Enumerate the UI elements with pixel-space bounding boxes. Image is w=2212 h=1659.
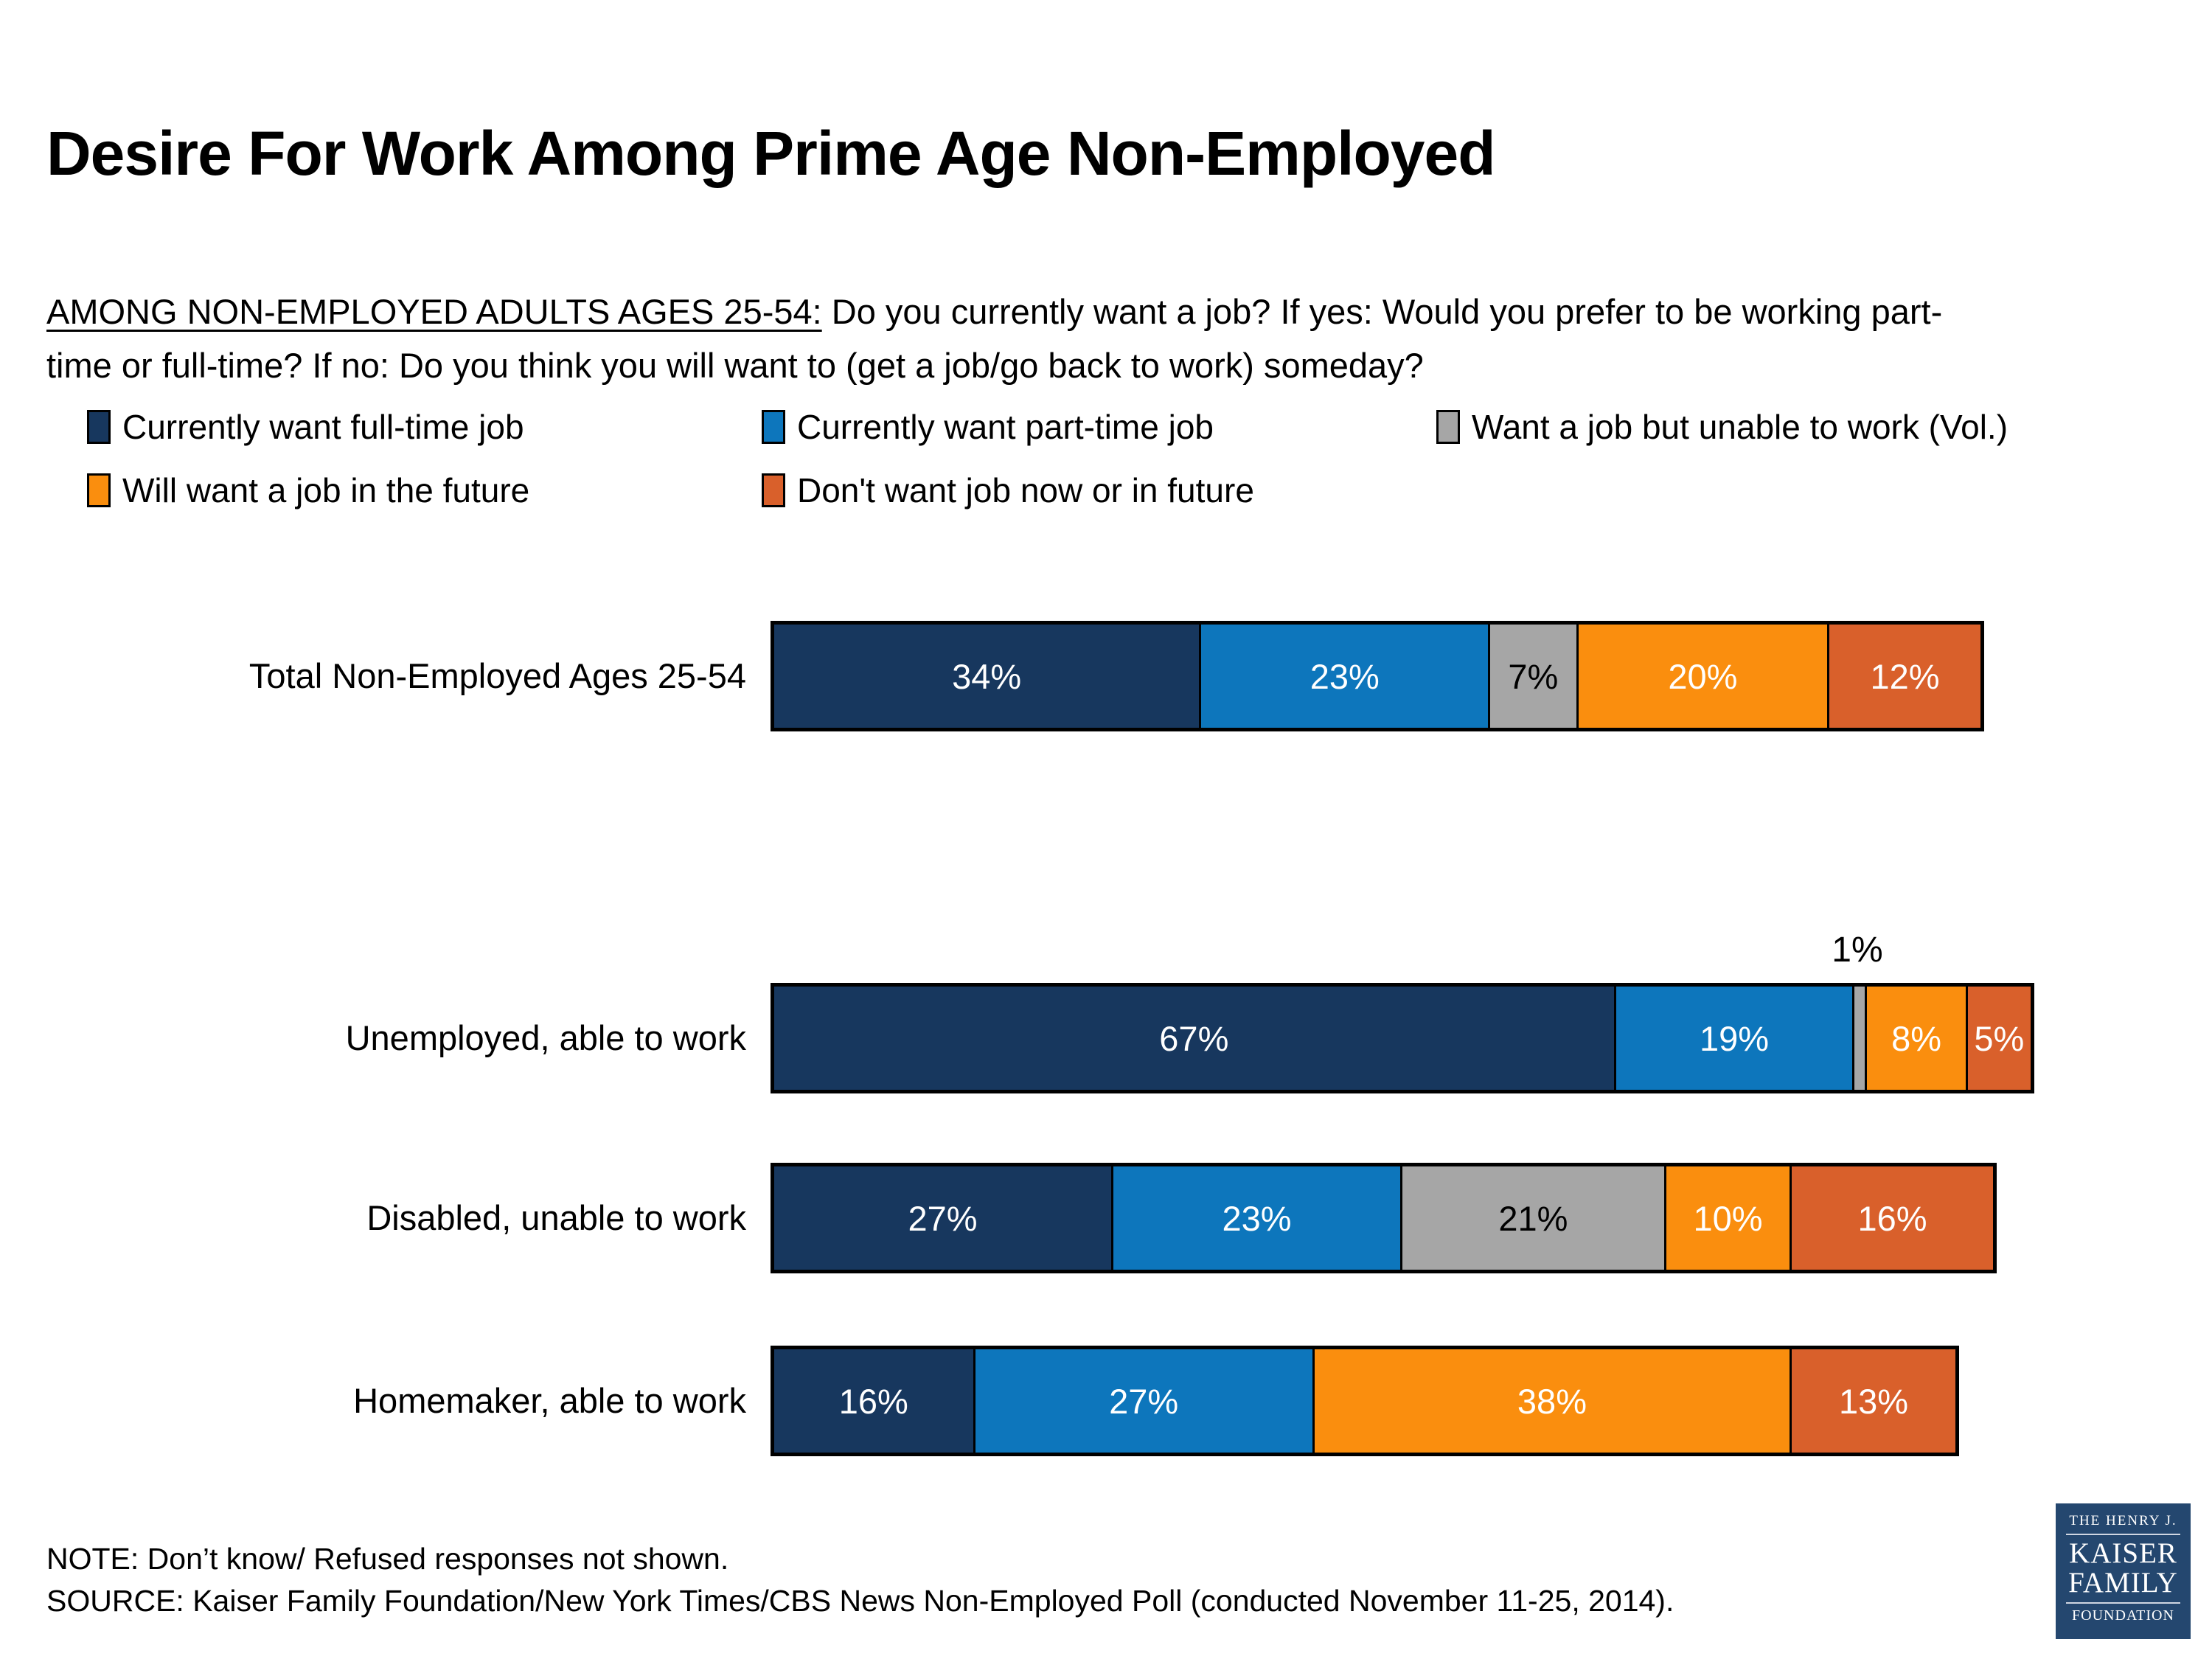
stacked-bar: 34% 23% 7% 20% 12% (771, 621, 1984, 731)
chart-row: Disabled, unable to work 27% 23% 21% 10% 16% (0, 1163, 2212, 1273)
logo-line-1: THE HENRY J. (2069, 1513, 2177, 1528)
bar-segment: 21% (1402, 1166, 1666, 1270)
legend-label: Currently want part-time job (797, 408, 1214, 446)
logo-rule-bottom (2066, 1601, 2180, 1604)
legend-swatch-icon (762, 473, 785, 507)
segment-value: 8% (1891, 1018, 1942, 1058)
legend-swatch-icon (87, 410, 111, 444)
question-lead: AMONG NON-EMPLOYED ADULTS AGES 25-54: (46, 292, 822, 331)
segment-value: 13% (1838, 1381, 1909, 1421)
legend-item: Currently want part-time job (762, 407, 1436, 447)
segment-value: 19% (1700, 1018, 1770, 1058)
segment-value: 23% (1222, 1198, 1292, 1238)
segment-value: 34% (952, 656, 1022, 696)
stacked-bar: 16% 27% 38% 13% (771, 1346, 1959, 1456)
bar-segment: 16% (1792, 1166, 1993, 1270)
category-label: Unemployed, able to work (345, 1018, 746, 1057)
chart-row: Total Non-Employed Ages 25-54 34% 23% 7% 20%… (0, 621, 2212, 731)
segment-value: 16% (838, 1381, 908, 1421)
bar-segment: 12% (1829, 625, 1980, 728)
bar-segment: 20% (1578, 625, 1830, 728)
question-text-line2: time or full-time? If no: Do you think y… (46, 345, 1424, 385)
category-label: Homemaker, able to work (353, 1381, 746, 1420)
bar-segment: 23% (1201, 625, 1491, 728)
legend-label: Don't want job now or in future (797, 471, 1254, 509)
kff-logo: THE HENRY J. KAISER FAMILY FOUNDATION (2056, 1503, 2191, 1639)
bar-segment: 27% (975, 1349, 1315, 1453)
segment-value: 23% (1310, 656, 1380, 696)
bar-segment: 19% (1615, 987, 1855, 1090)
bar-segment: 16% (774, 1349, 975, 1453)
bar-segment: 8% (1867, 987, 1968, 1090)
segment-value: 5% (1974, 1018, 2025, 1058)
bar-segment: 13% (1792, 1349, 1955, 1453)
legend-item: Currently want full-time job (87, 407, 762, 447)
category-label: Disabled, unable to work (366, 1198, 746, 1237)
bar-segment: 5% (1967, 987, 2031, 1090)
stacked-bar: 27% 23% 21% 10% 16% (771, 1163, 1997, 1273)
bar-segment: 67% (774, 987, 1616, 1090)
chart-row: Unemployed, able to work 67% 19% 8% 5% (0, 983, 2212, 1093)
segment-value: 16% (1857, 1198, 1927, 1238)
segment-value: 21% (1498, 1198, 1568, 1238)
bar-segment: 23% (1113, 1166, 1402, 1270)
logo-rule-top (2066, 1534, 2180, 1535)
chart-row: Homemaker, able to work 16% 27% 38% 13% (0, 1346, 2212, 1456)
segment-value: 27% (908, 1198, 978, 1238)
bar-segment: 38% (1314, 1349, 1792, 1453)
legend-item: Want a job but unable to work (Vol.) (1436, 407, 2008, 447)
segment-value: 12% (1870, 656, 1940, 696)
segment-value: 38% (1517, 1381, 1587, 1421)
legend-swatch-icon (1436, 410, 1460, 444)
source-line: SOURCE: Kaiser Family Foundation/New Yor… (46, 1584, 1674, 1618)
bar-segment (1854, 987, 1868, 1090)
note-line: NOTE: Don’t know/ Refused responses not … (46, 1542, 729, 1576)
segment-value: 27% (1109, 1381, 1179, 1421)
segment-value-outside: 1% (1832, 931, 1883, 970)
segment-value: 10% (1693, 1198, 1763, 1238)
legend-item: Will want a job in the future (87, 470, 762, 510)
stacked-bar: 67% 19% 8% 5% (771, 983, 2034, 1093)
logo-line-4: FOUNDATION (2072, 1607, 2174, 1624)
legend-label: Will want a job in the future (122, 471, 530, 509)
bar-segment: 10% (1666, 1166, 1792, 1270)
category-label: Total Non-Employed Ages 25-54 (248, 656, 746, 695)
segment-value: 7% (1508, 656, 1559, 696)
legend-swatch-icon (762, 410, 785, 444)
question-text-line1: Do you currently want a job? If yes: Wou… (821, 292, 1943, 331)
logo-line-3: FAMILY (2068, 1566, 2178, 1599)
segment-value: 67% (1159, 1018, 1229, 1058)
segment-value: 20% (1668, 656, 1738, 696)
page-title: Desire For Work Among Prime Age Non-Empl… (46, 119, 1496, 189)
legend-label: Currently want full-time job (122, 408, 524, 446)
survey-question: AMONG NON-EMPLOYED ADULTS AGES 25-54: Do… (46, 285, 2185, 393)
footer-notes: NOTE: Don’t know/ Refused responses not … (46, 1538, 1674, 1623)
logo-line-2: KAISER (2069, 1537, 2177, 1569)
bar-segment: 34% (774, 625, 1202, 728)
bar-segment: 7% (1490, 625, 1579, 728)
legend-item: Don't want job now or in future (762, 470, 1436, 510)
legend-swatch-icon (87, 473, 111, 507)
bar-segment: 27% (774, 1166, 1114, 1270)
legend-label: Want a job but unable to work (Vol.) (1472, 408, 2008, 446)
legend: Currently want full-time job Currently wa… (87, 407, 2008, 510)
